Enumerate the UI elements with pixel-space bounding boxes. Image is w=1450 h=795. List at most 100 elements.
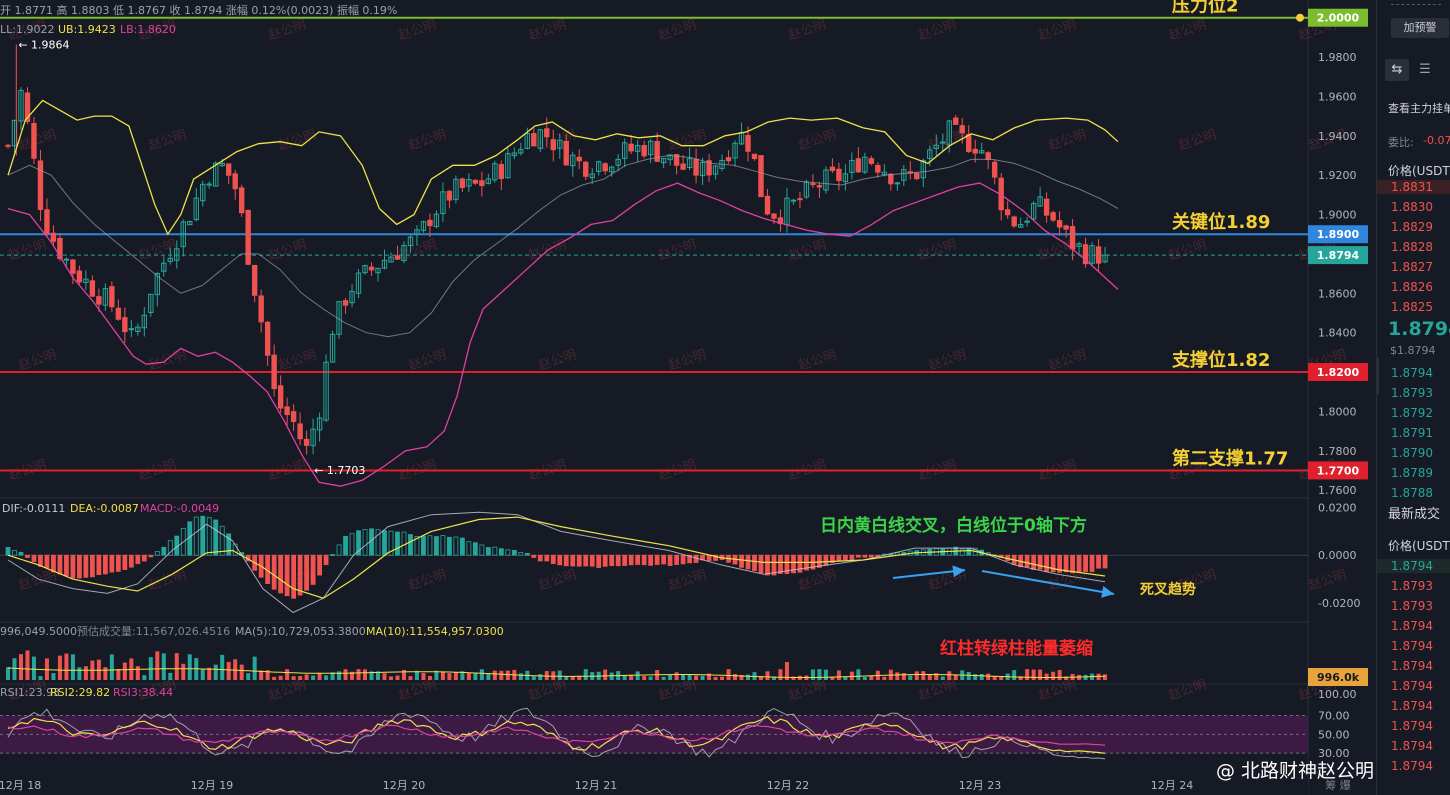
candle[interactable] xyxy=(342,297,349,314)
candle[interactable] xyxy=(102,283,109,312)
candle[interactable] xyxy=(797,191,803,209)
candle[interactable] xyxy=(531,128,537,147)
candle[interactable] xyxy=(673,154,680,175)
candle[interactable] xyxy=(446,189,453,209)
candle[interactable] xyxy=(206,181,212,189)
candle[interactable] xyxy=(310,418,316,455)
candle[interactable] xyxy=(174,240,180,269)
candle[interactable] xyxy=(1024,216,1030,227)
candle[interactable] xyxy=(842,164,849,191)
candle[interactable] xyxy=(401,241,407,264)
candle[interactable] xyxy=(258,289,264,333)
candle[interactable] xyxy=(621,138,628,168)
candle[interactable] xyxy=(154,272,161,307)
candle[interactable] xyxy=(563,134,569,166)
candle[interactable] xyxy=(1082,237,1089,268)
candle[interactable] xyxy=(440,182,446,222)
candle[interactable] xyxy=(284,397,290,426)
candle[interactable] xyxy=(875,162,881,178)
candle[interactable] xyxy=(355,268,362,299)
candle[interactable] xyxy=(44,198,50,236)
candle[interactable] xyxy=(667,154,673,166)
candle[interactable] xyxy=(37,149,44,221)
candle[interactable] xyxy=(894,181,901,191)
candle[interactable] xyxy=(466,173,472,193)
candle[interactable] xyxy=(89,275,96,298)
candle[interactable] xyxy=(31,116,37,165)
candle[interactable] xyxy=(290,404,297,432)
candle[interactable] xyxy=(927,145,933,167)
candle[interactable] xyxy=(251,264,258,303)
candle[interactable] xyxy=(732,140,738,167)
candle[interactable] xyxy=(518,142,524,156)
candle[interactable] xyxy=(686,147,693,171)
candle[interactable] xyxy=(232,169,238,200)
candle[interactable] xyxy=(479,171,485,197)
candle[interactable] xyxy=(634,140,641,162)
candle[interactable] xyxy=(849,152,855,180)
candle[interactable] xyxy=(459,177,466,193)
candle[interactable] xyxy=(790,198,797,205)
candle[interactable] xyxy=(583,160,589,181)
candle[interactable] xyxy=(193,188,199,222)
candle[interactable] xyxy=(544,117,550,148)
candle[interactable] xyxy=(492,160,498,183)
candle[interactable] xyxy=(141,307,148,337)
candle[interactable] xyxy=(550,129,556,162)
candle[interactable] xyxy=(109,281,115,312)
candle[interactable] xyxy=(238,184,245,217)
candle[interactable] xyxy=(836,162,842,191)
candle[interactable] xyxy=(881,164,888,177)
candle[interactable] xyxy=(1043,192,1050,223)
candle[interactable] xyxy=(725,150,732,164)
candle[interactable] xyxy=(96,288,102,312)
candle[interactable] xyxy=(70,259,76,285)
candle[interactable] xyxy=(628,135,634,154)
candle[interactable] xyxy=(557,133,563,160)
candle[interactable] xyxy=(920,158,926,188)
candle[interactable] xyxy=(226,163,232,185)
candle[interactable] xyxy=(1017,217,1024,228)
candle[interactable] xyxy=(303,430,310,455)
candle[interactable] xyxy=(219,158,225,167)
candle[interactable] xyxy=(537,128,543,152)
candle[interactable] xyxy=(660,158,667,168)
candle[interactable] xyxy=(427,213,433,238)
bottom-right-tools[interactable]: 筹 爆 xyxy=(1325,778,1351,792)
candle[interactable] xyxy=(810,174,816,188)
candle[interactable] xyxy=(180,219,186,257)
candle[interactable] xyxy=(1004,200,1011,219)
candle[interactable] xyxy=(472,179,479,185)
main-orders-title[interactable]: 查看主力挂单 xyxy=(1388,102,1450,115)
candle[interactable] xyxy=(712,164,719,180)
candle[interactable] xyxy=(829,158,836,173)
candle[interactable] xyxy=(316,412,323,442)
candle[interactable] xyxy=(901,164,907,187)
candle[interactable] xyxy=(433,210,440,229)
candle[interactable] xyxy=(83,270,89,291)
candle[interactable] xyxy=(680,154,686,171)
candle[interactable] xyxy=(706,153,712,182)
candle[interactable] xyxy=(972,139,978,163)
candle[interactable] xyxy=(349,284,355,308)
candle[interactable] xyxy=(76,265,83,285)
candle[interactable] xyxy=(855,147,862,174)
candle[interactable] xyxy=(485,173,492,185)
candle[interactable] xyxy=(946,119,952,153)
candle[interactable] xyxy=(608,165,615,177)
candle[interactable] xyxy=(1037,187,1043,207)
candle[interactable] xyxy=(745,126,751,162)
candle[interactable] xyxy=(245,209,251,266)
candle[interactable] xyxy=(18,87,24,131)
candle[interactable] xyxy=(979,142,985,155)
candle[interactable] xyxy=(329,330,336,363)
candle[interactable] xyxy=(699,157,706,185)
candle[interactable] xyxy=(570,151,576,177)
candle[interactable] xyxy=(388,252,394,263)
candle[interactable] xyxy=(381,249,388,270)
candle[interactable] xyxy=(187,220,193,226)
candle[interactable] xyxy=(368,262,375,276)
candle[interactable] xyxy=(122,307,128,344)
candle[interactable] xyxy=(816,181,823,198)
candle[interactable] xyxy=(148,293,154,317)
